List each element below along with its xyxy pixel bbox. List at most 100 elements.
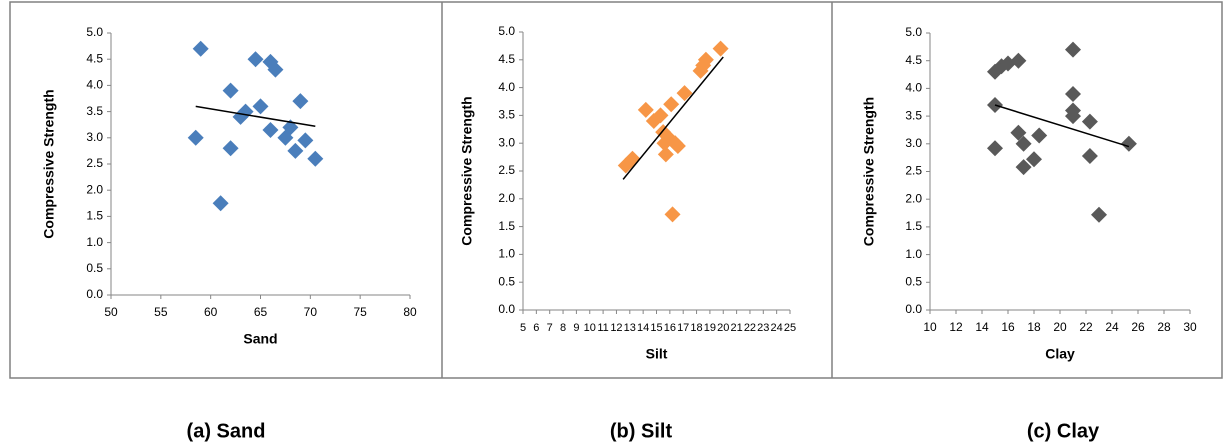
y-axis-label: Compressive Strength <box>861 97 877 246</box>
y-tick-label: 2.5 <box>86 156 103 170</box>
y-tick-label: 3.0 <box>86 130 103 144</box>
x-tick-label: 23 <box>757 322 769 334</box>
y-tick-label: 3.0 <box>905 136 922 150</box>
point <box>222 82 239 99</box>
y-tick-label: 0.5 <box>905 274 922 288</box>
x-tick-label: 15 <box>650 322 662 334</box>
x-tick-label: 25 <box>784 322 796 334</box>
y-tick-label: 4.0 <box>86 78 103 92</box>
point <box>697 51 714 68</box>
y-tick-label: 1.5 <box>498 219 515 233</box>
x-tick-label: 16 <box>1001 320 1015 334</box>
point <box>1065 108 1081 125</box>
y-tick-label: 2.0 <box>498 191 515 205</box>
x-tick-label: 12 <box>610 322 622 334</box>
point <box>1081 113 1098 130</box>
x-tick-label: 20 <box>1053 320 1067 334</box>
caption: (c) Clay <box>1027 420 1100 442</box>
point <box>1120 135 1137 152</box>
y-tick-label: 0.0 <box>498 302 515 316</box>
y-tick-label: 2.0 <box>86 182 103 196</box>
y-tick-label: 4.5 <box>905 53 922 67</box>
x-axis-label: Clay <box>1045 346 1075 362</box>
x-tick-label: 6 <box>533 322 539 334</box>
y-tick-label: 0.5 <box>498 274 515 288</box>
y-tick-label: 1.0 <box>86 235 103 249</box>
x-tick-label: 16 <box>664 322 676 334</box>
x-tick-label: 22 <box>744 322 756 334</box>
y-tick-label: 0.5 <box>86 261 103 275</box>
x-tick-label: 11 <box>597 322 608 334</box>
point <box>222 140 239 157</box>
x-tick-label: 14 <box>975 320 989 334</box>
y-tick-label: 2.0 <box>905 191 922 205</box>
x-tick-label: 55 <box>154 305 168 319</box>
y-tick-label: 3.5 <box>498 108 515 122</box>
x-tick-label: 17 <box>677 322 689 334</box>
x-tick-label: 28 <box>1157 320 1171 334</box>
x-tick-label: 75 <box>353 305 367 319</box>
y-tick-label: 0.0 <box>905 302 922 316</box>
x-tick-label: 18 <box>1027 320 1041 334</box>
y-tick-label: 5.0 <box>498 24 515 38</box>
x-tick-label: 7 <box>547 322 553 334</box>
x-tick-label: 70 <box>304 305 318 319</box>
x-tick-label: 24 <box>1105 320 1119 334</box>
x-tick-label: 18 <box>690 322 702 334</box>
point <box>1031 127 1048 144</box>
y-tick-label: 2.5 <box>905 164 922 178</box>
x-tick-label: 12 <box>949 320 963 334</box>
y-tick-label: 4.5 <box>86 51 103 65</box>
point <box>297 132 314 149</box>
y-axis-label: Compressive Strength <box>41 89 57 238</box>
point <box>657 146 674 163</box>
point <box>1010 52 1027 69</box>
frame <box>9 1 1223 379</box>
point <box>1026 151 1042 168</box>
y-tick-label: 4.0 <box>498 80 515 94</box>
y-tick-label: 3.5 <box>905 108 922 122</box>
x-tick-label: 19 <box>704 322 716 334</box>
y-tick-label: 0.0 <box>86 287 103 301</box>
point <box>292 93 309 110</box>
x-tick-label: 5 <box>520 322 526 334</box>
x-tick-label: 26 <box>1131 320 1145 334</box>
point <box>1015 135 1032 152</box>
point <box>1091 206 1107 223</box>
point <box>652 107 669 124</box>
caption: (a) Sand <box>187 420 266 442</box>
y-axis-label: Compressive Strength <box>459 96 475 245</box>
point <box>1081 147 1098 164</box>
x-tick-label: 14 <box>637 322 649 334</box>
y-tick-label: 4.0 <box>905 81 922 95</box>
x-axis-label: Silt <box>646 346 668 362</box>
point <box>247 51 264 68</box>
x-tick-label: 21 <box>730 322 742 334</box>
point <box>252 98 269 115</box>
y-tick-label: 3.5 <box>86 104 103 118</box>
x-tick-label: 22 <box>1079 320 1093 334</box>
point <box>669 137 686 154</box>
point <box>267 61 284 78</box>
caption: (b) Silt <box>610 420 673 442</box>
x-tick-label: 10 <box>923 320 937 334</box>
point <box>192 40 209 57</box>
y-tick-label: 5.0 <box>86 25 103 39</box>
x-tick-label: 65 <box>254 305 268 319</box>
x-tick-label: 80 <box>403 305 417 319</box>
trendline <box>622 56 724 180</box>
y-tick-label: 4.5 <box>498 52 515 66</box>
point <box>287 142 304 159</box>
y-tick-label: 1.0 <box>498 247 515 261</box>
y-tick-label: 5.0 <box>905 25 922 39</box>
point <box>676 85 693 102</box>
point <box>637 101 654 118</box>
trendline <box>994 104 1130 148</box>
x-tick-label: 13 <box>624 322 636 334</box>
y-tick-label: 1.5 <box>905 219 922 233</box>
point <box>1065 41 1081 58</box>
trendline <box>195 105 316 128</box>
x-tick-label: 8 <box>560 322 566 334</box>
point <box>212 195 229 212</box>
